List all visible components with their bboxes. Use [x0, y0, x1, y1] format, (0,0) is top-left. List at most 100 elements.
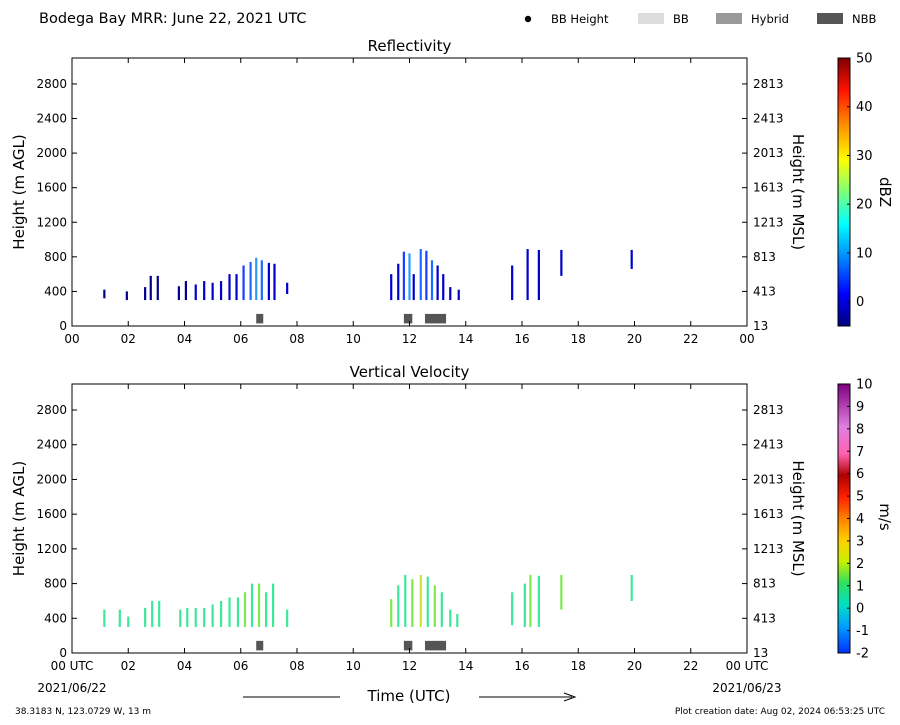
echo-column — [156, 275, 159, 301]
echo-column — [273, 263, 276, 301]
echo-column — [249, 262, 252, 301]
legend-item: NBB — [817, 12, 876, 26]
echo-column — [537, 249, 540, 301]
legend-item: BB — [638, 12, 689, 26]
echo-column — [177, 286, 180, 301]
colorbar-tick-label: 10 — [856, 378, 873, 393]
echo-column — [203, 607, 206, 627]
y-tick-label: 1600 — [36, 181, 67, 195]
echo-column — [419, 574, 422, 627]
echo-column — [267, 262, 270, 301]
echo-column — [630, 574, 633, 601]
y-tick-label-right: 2013 — [753, 472, 784, 486]
y-tick-label-right: 2813 — [753, 403, 784, 417]
x-tick-label: 08 — [289, 332, 304, 346]
legend-dot — [524, 15, 532, 23]
legend-label: BB — [673, 12, 689, 26]
echo-column — [151, 600, 154, 627]
echo-column — [526, 249, 529, 301]
echo-column — [179, 609, 182, 627]
colorbar-tick-label: 50 — [856, 52, 873, 67]
y-tick-label-right: 1213 — [753, 215, 784, 229]
y-axis-label: Height (m AGL) — [10, 134, 28, 249]
x-tick-label: 04 — [177, 659, 192, 673]
echo-column — [118, 609, 121, 627]
x-tick-label: 14 — [458, 659, 473, 673]
echo-column — [264, 592, 268, 627]
y-tick-label: 2000 — [36, 472, 67, 486]
echo-column — [236, 597, 240, 627]
time-arrow-head — [563, 692, 577, 702]
x-tick-label: 22 — [683, 332, 698, 346]
echo-column — [397, 585, 400, 627]
legend-label: BB Height — [551, 12, 609, 26]
y-tick-label-right: 413 — [753, 284, 776, 298]
y-tick-label: 800 — [44, 250, 67, 264]
legend: BB Height BB Hybrid NBB — [524, 12, 876, 26]
legend-label: Hybrid — [751, 12, 789, 26]
x-tick-label: 06 — [233, 659, 248, 673]
bb-class-bar — [256, 640, 264, 651]
echo-column — [456, 613, 459, 627]
y-tick-label: 1200 — [36, 215, 67, 229]
x-tick-label: 00 — [739, 332, 754, 346]
echo-column — [158, 600, 161, 627]
echo-column — [103, 609, 106, 627]
echo-column — [560, 249, 563, 276]
echo-column — [228, 274, 231, 301]
y-axis-label-right: Height (m MSL) — [789, 134, 807, 250]
colorbar-tick-label: 2 — [856, 557, 864, 572]
x-tick-label: 20 — [627, 332, 642, 346]
colorbar-tick-label: 20 — [856, 198, 873, 213]
echo-column — [219, 600, 223, 627]
echo-column — [219, 281, 223, 301]
y-tick-label: 1200 — [36, 542, 67, 556]
x-tick-label: 14 — [458, 332, 473, 346]
x-tick-label: 10 — [346, 659, 361, 673]
x-tick-label: 06 — [233, 332, 248, 346]
echo-column — [411, 579, 414, 627]
echo-column — [442, 274, 445, 301]
y-tick-label-right: 2413 — [753, 438, 784, 452]
x-tick-label: 08 — [289, 659, 304, 673]
y-tick-label-right: 1613 — [753, 507, 784, 521]
page-title: Bodega Bay MRR: June 22, 2021 UTC — [39, 11, 307, 27]
y-tick-label: 2800 — [36, 77, 67, 91]
colorbar-tick-label: 9 — [856, 400, 864, 415]
echo-column — [529, 574, 532, 627]
x-tick-label: 02 — [121, 659, 136, 673]
echo-column — [211, 282, 214, 301]
x-tick-label: 16 — [514, 659, 529, 673]
echo-column — [430, 260, 434, 301]
y-tick-label: 2400 — [36, 438, 67, 452]
echo-column — [511, 592, 514, 626]
echo-column — [255, 257, 258, 301]
echo-column — [408, 253, 411, 301]
x-tick-label: 18 — [571, 332, 586, 346]
colorbar-tick-label: 30 — [856, 149, 873, 164]
y-tick-label: 0 — [59, 646, 67, 660]
x-tick-label: 04 — [177, 332, 192, 346]
x-tick-label: 00 UTC — [51, 659, 94, 673]
echo-column — [257, 583, 261, 627]
echo-column — [149, 275, 152, 301]
echo-column — [630, 249, 633, 269]
y-tick-label: 400 — [44, 284, 67, 298]
y-tick-label: 0 — [59, 319, 67, 333]
echo-column — [250, 583, 254, 627]
echo-column — [390, 274, 393, 301]
station-info: 38.3183 N, 123.0729 W, 13 m — [15, 707, 151, 717]
legend-label: NBB — [852, 12, 876, 26]
echo-column — [184, 281, 188, 301]
colorbar-tick-label: 7 — [856, 445, 864, 460]
echo-column — [228, 597, 231, 627]
echo-column — [511, 265, 514, 301]
echo-column — [397, 263, 400, 301]
echo-column — [235, 274, 238, 301]
echo-column — [194, 607, 197, 627]
y-tick-label-right: 13 — [753, 319, 768, 333]
colorbar-tick-label: 1 — [856, 579, 864, 594]
echo-column — [436, 265, 439, 301]
